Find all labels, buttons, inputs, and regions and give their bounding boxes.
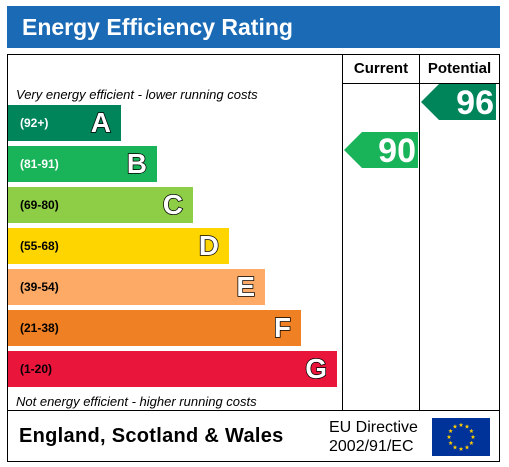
eu-star bbox=[458, 446, 464, 451]
band-range-label: (21-38) bbox=[20, 321, 59, 335]
band-g: (1-20) G bbox=[8, 351, 337, 387]
efficient-note: Very energy efficient - lower running co… bbox=[16, 87, 258, 102]
band-b: (81-91) B bbox=[8, 146, 157, 182]
current-rating-arrow: 90 bbox=[344, 132, 418, 170]
inefficient-note: Not energy efficient - higher running co… bbox=[16, 394, 257, 409]
eu-star bbox=[452, 444, 458, 450]
directive-line-1: EU Directive bbox=[329, 419, 418, 436]
header-divider bbox=[342, 83, 499, 84]
band-range-label: (39-54) bbox=[20, 280, 59, 294]
footer-divider bbox=[8, 410, 499, 411]
chart-frame bbox=[7, 54, 500, 462]
eu-star bbox=[446, 434, 452, 439]
eu-flag-icon bbox=[432, 418, 490, 456]
directive-line-2: 2002/91/EC bbox=[329, 438, 414, 455]
band-range-label: (69-80) bbox=[20, 198, 59, 212]
eu-star bbox=[452, 424, 458, 429]
potential-rating-value: 96 bbox=[456, 84, 494, 122]
eu-star bbox=[469, 440, 474, 445]
band-letter: A bbox=[90, 106, 112, 139]
potential-column-divider bbox=[419, 54, 420, 410]
band-range-label: (81-91) bbox=[20, 157, 59, 171]
eu-star bbox=[464, 424, 470, 429]
current-column-header: Current bbox=[353, 60, 409, 77]
band-range-label: (1-20) bbox=[20, 362, 53, 376]
eu-star bbox=[458, 422, 464, 427]
current-rating-value: 90 bbox=[378, 132, 416, 170]
eu-star bbox=[470, 434, 476, 439]
band-letter: E bbox=[236, 270, 256, 303]
band-range-label: (92+) bbox=[20, 116, 49, 130]
band-letter: G bbox=[304, 352, 327, 385]
band-a: (92+) A bbox=[8, 105, 121, 141]
eu-star bbox=[448, 428, 453, 433]
band-f: (21-38) F bbox=[8, 310, 301, 346]
potential-column-header: Potential bbox=[427, 60, 492, 77]
title-bar: Energy Efficiency Rating bbox=[7, 6, 500, 48]
band-letter: B bbox=[126, 147, 148, 180]
region-label: England, Scotland & Wales bbox=[19, 425, 284, 447]
band-c: (69-80) C bbox=[8, 187, 193, 223]
eu-star bbox=[469, 428, 474, 433]
band-letter: F bbox=[273, 311, 292, 344]
band-letter: C bbox=[162, 188, 184, 221]
eu-star bbox=[464, 444, 470, 450]
band-e: (39-54) E bbox=[8, 269, 265, 305]
chart-title: Energy Efficiency Rating bbox=[22, 14, 293, 40]
current-column-divider bbox=[342, 54, 343, 410]
eu-star bbox=[448, 440, 453, 445]
band-d: (55-68) D bbox=[8, 228, 229, 264]
band-letter: D bbox=[198, 229, 220, 262]
band-range-label: (55-68) bbox=[20, 239, 59, 253]
potential-rating-arrow: 96 bbox=[421, 84, 496, 122]
